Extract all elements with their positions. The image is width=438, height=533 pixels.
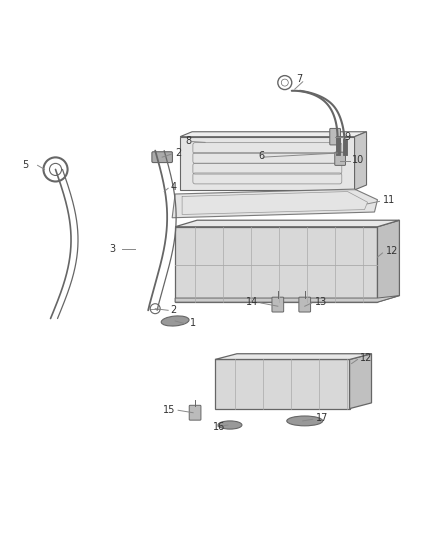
Text: 8: 8 xyxy=(185,136,191,146)
FancyBboxPatch shape xyxy=(324,150,353,159)
Text: 11: 11 xyxy=(382,195,395,205)
FancyBboxPatch shape xyxy=(189,405,201,420)
Text: 1: 1 xyxy=(190,318,196,328)
Text: 9: 9 xyxy=(345,132,351,142)
Text: 12: 12 xyxy=(385,246,398,256)
Polygon shape xyxy=(175,227,378,302)
FancyBboxPatch shape xyxy=(299,297,311,312)
Text: 13: 13 xyxy=(314,297,327,307)
Ellipse shape xyxy=(218,421,242,429)
Polygon shape xyxy=(180,132,367,136)
Text: 15: 15 xyxy=(163,405,175,415)
Polygon shape xyxy=(378,220,399,302)
Polygon shape xyxy=(175,296,399,302)
Text: 2: 2 xyxy=(170,305,177,316)
Text: 4: 4 xyxy=(170,182,176,192)
Text: 10: 10 xyxy=(352,156,364,165)
Ellipse shape xyxy=(287,416,323,426)
Polygon shape xyxy=(175,220,399,227)
FancyBboxPatch shape xyxy=(335,152,346,165)
Polygon shape xyxy=(180,136,355,190)
Ellipse shape xyxy=(161,316,189,326)
Text: 2: 2 xyxy=(175,148,181,158)
Text: 12: 12 xyxy=(360,353,372,363)
Polygon shape xyxy=(355,132,367,190)
Polygon shape xyxy=(215,359,350,409)
FancyBboxPatch shape xyxy=(272,297,284,312)
Text: 16: 16 xyxy=(213,422,225,432)
Text: 14: 14 xyxy=(246,297,258,307)
Polygon shape xyxy=(215,354,371,359)
Polygon shape xyxy=(350,354,371,409)
Text: 17: 17 xyxy=(316,414,328,423)
Polygon shape xyxy=(172,189,378,218)
Text: 6: 6 xyxy=(259,151,265,161)
Text: 5: 5 xyxy=(22,160,28,171)
FancyBboxPatch shape xyxy=(152,152,173,163)
Text: 3: 3 xyxy=(109,244,115,254)
Text: 7: 7 xyxy=(296,74,302,84)
FancyBboxPatch shape xyxy=(330,128,340,145)
